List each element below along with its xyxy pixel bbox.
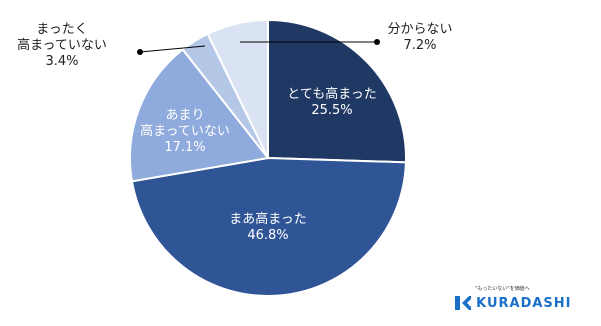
value-label: 25.5%: [311, 103, 353, 118]
logo-icon: [455, 295, 471, 310]
category-label: まあ高まった: [229, 212, 307, 227]
leader-dot: [137, 49, 143, 55]
value-label: 17.1%: [164, 140, 206, 155]
pie-slice: [206, 18, 269, 159]
slice-label: とても高まった 25.5%: [287, 87, 376, 119]
value-label: 7.2%: [403, 38, 437, 53]
category-label: あまり 高まっていない: [140, 108, 230, 139]
logo-name: KURADASHI: [476, 296, 572, 311]
value-label: 3.4%: [45, 54, 79, 69]
pie-slice: [129, 48, 270, 183]
logo: "もったいない"を価値へ KURADASHI: [455, 285, 572, 311]
logo-row: KURADASHI: [455, 292, 572, 311]
slice-label: まあ高まった 46.8%: [229, 212, 306, 244]
logo-tagline: "もったいない"を価値へ: [475, 286, 530, 292]
slice-label: 分からない 7.2%: [387, 22, 452, 54]
category-label: とても高まった: [287, 87, 377, 102]
leader-line: [139, 45, 206, 53]
slice-label: あまり 高まっていない 17.1%: [140, 108, 230, 156]
pie-slice: [267, 18, 407, 164]
value-label: 46.8%: [247, 228, 289, 243]
category-label: まったく 高まっていない: [17, 22, 107, 53]
leader-dot: [374, 39, 380, 45]
category-label: 分からない: [387, 22, 453, 37]
slice-label: まったく 高まっていない 3.4%: [17, 22, 107, 70]
pie-slice: [130, 156, 407, 298]
